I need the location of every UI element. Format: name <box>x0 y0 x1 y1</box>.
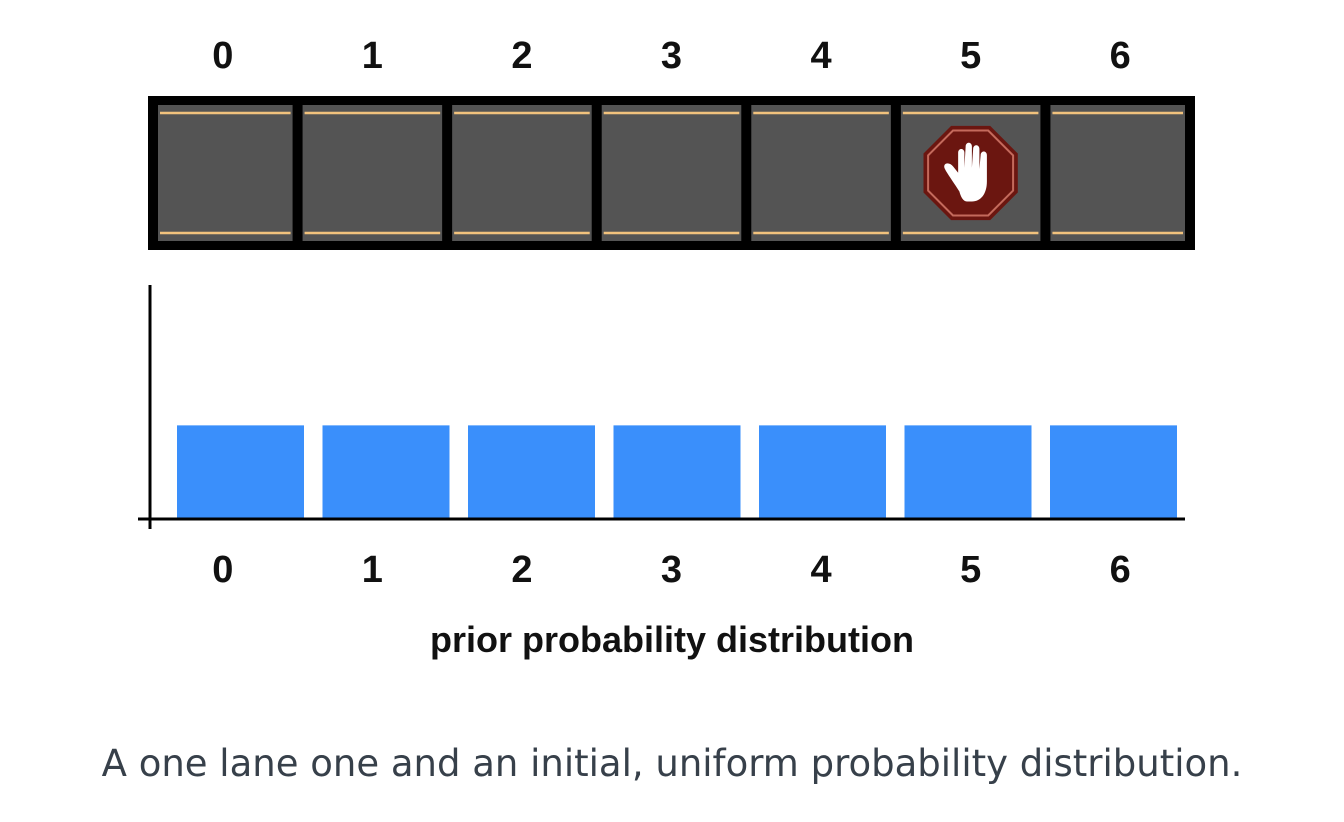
lane-cell-label: 0 <box>212 35 233 77</box>
lane-cell-surface <box>751 105 891 241</box>
lane-cell <box>302 105 443 241</box>
lane-cell-label: 6 <box>1110 35 1131 77</box>
lane-cell-surface <box>601 105 742 241</box>
lane-cell-surface <box>302 105 443 241</box>
x-tick-label: 2 <box>511 549 532 591</box>
lane-cell-label: 4 <box>811 35 832 77</box>
prior-distribution-chart: 0 1 2 3 4 5 6 prior probability distribution <box>138 285 1185 660</box>
x-tick-label: 6 <box>1110 549 1131 591</box>
lane-cell-surface <box>158 105 293 241</box>
stop-hand-icon <box>923 125 1018 221</box>
x-axis-title: prior probability distribution <box>430 619 914 660</box>
probability-bar <box>177 425 304 518</box>
x-tick-label: 5 <box>960 549 981 591</box>
lane-cell <box>601 105 742 241</box>
lane-cell <box>452 105 592 241</box>
x-tick-label: 3 <box>661 549 682 591</box>
lane-cell <box>1050 105 1185 241</box>
x-tick-label: 0 <box>212 549 233 591</box>
probability-bar <box>759 425 886 518</box>
lane-top-labels: 0 1 2 3 4 5 6 <box>212 35 1131 77</box>
lane-cell-surface <box>1050 105 1185 241</box>
lane-cell <box>158 105 293 241</box>
probability-bar <box>904 425 1032 518</box>
x-tick-label: 1 <box>362 549 383 591</box>
probability-bar <box>322 425 450 518</box>
figure-caption: A one lane one and an initial, uniform p… <box>101 742 1243 785</box>
lane-cell <box>900 105 1041 241</box>
lane-cell-label: 2 <box>511 35 532 77</box>
probability-bar <box>613 425 741 518</box>
probability-bar <box>468 425 595 518</box>
lane-cell-label: 5 <box>960 35 981 77</box>
lane-cell-label: 3 <box>661 35 682 77</box>
lane-cell <box>751 105 891 241</box>
lane-cell-surface <box>452 105 592 241</box>
probability-bar <box>1050 425 1177 518</box>
x-tick-label: 4 <box>811 549 832 591</box>
road-and-distribution-diagram: 0 1 2 3 4 5 6 0 1 2 3 4 5 6 prior probability distrib… <box>138 35 1195 660</box>
one-lane-road <box>148 96 1195 250</box>
lane-cell-label: 1 <box>362 35 383 77</box>
